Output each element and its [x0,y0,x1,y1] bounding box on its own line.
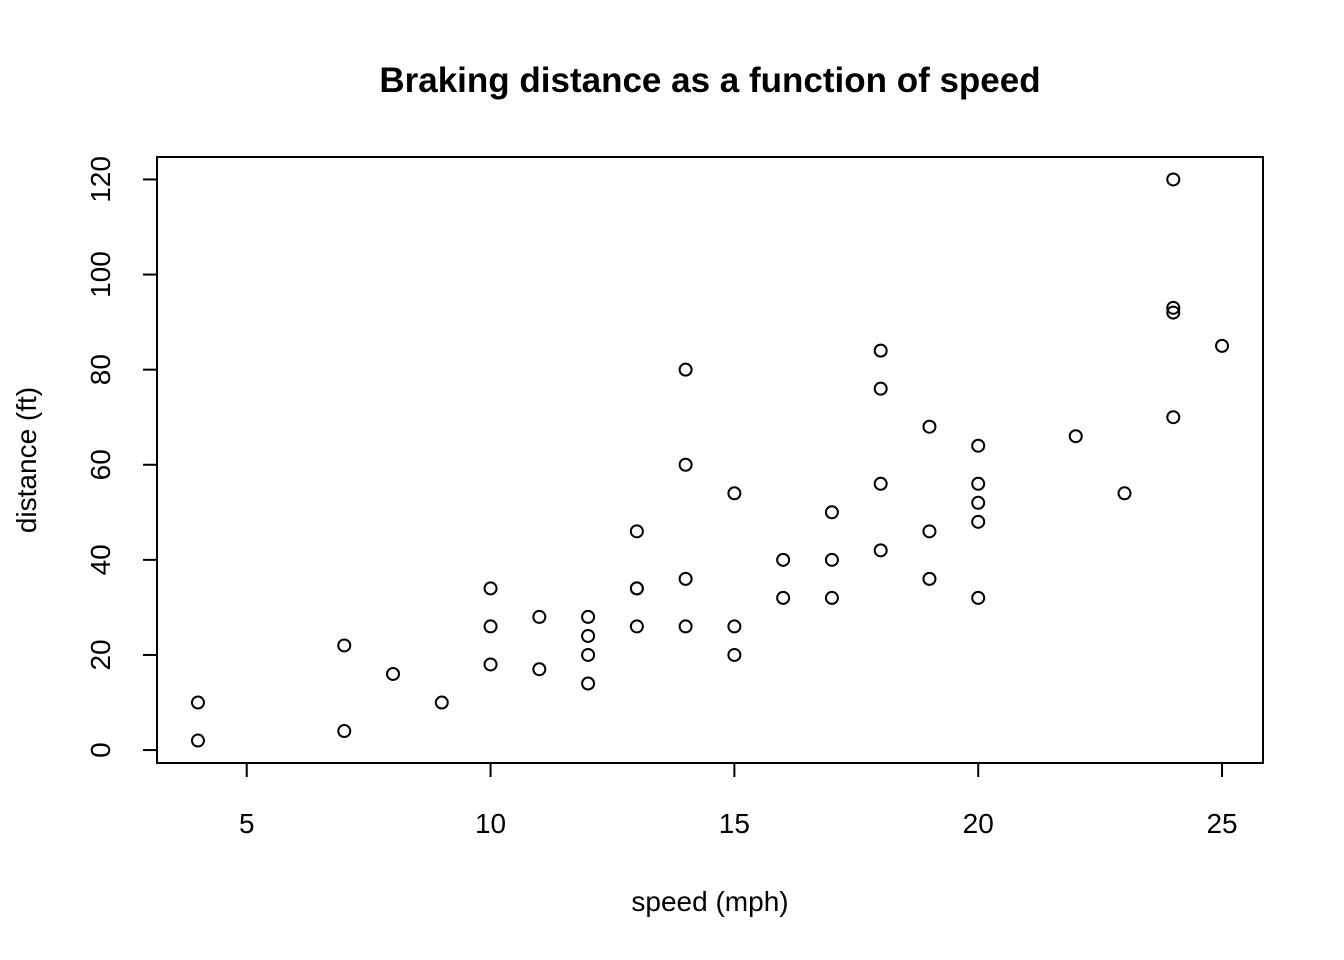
data-point [873,381,888,396]
data-point [678,571,693,586]
x-axis: 5 10 15 20 25 [239,762,1238,839]
data-point [873,343,888,358]
y-tick-label: 100 [85,251,116,298]
data-point [873,476,888,491]
data-point [1166,300,1181,315]
data-point [971,590,986,605]
data-point [873,543,888,558]
data-point [1166,172,1181,187]
data-point [337,638,352,653]
data-point [581,676,596,691]
y-tick-label: 80 [85,354,116,385]
x-tick-label: 5 [239,808,255,839]
data-point [678,457,693,472]
data-point [337,724,352,739]
data-point [824,590,839,605]
data-point [629,581,644,596]
data-point [581,609,596,624]
data-point [1117,486,1132,501]
data-point [678,619,693,634]
x-tick-label: 10 [475,808,506,839]
y-tick-label: 40 [85,544,116,575]
data-point [190,733,205,748]
data-point [434,695,449,710]
data-point [776,590,791,605]
data-point [532,662,547,677]
data-point [922,419,937,434]
data-point [824,505,839,520]
y-axis-label: distance (ft) [11,387,42,533]
data-points [190,172,1230,748]
data-point [483,581,498,596]
data-point [190,695,205,710]
y-tick-label: 60 [85,449,116,480]
data-point [1215,338,1230,353]
data-point [1166,410,1181,425]
y-tick-label: 20 [85,639,116,670]
data-point [581,647,596,662]
data-point [922,524,937,539]
data-point [971,476,986,491]
plot-frame [156,156,1264,764]
data-point [727,486,742,501]
chart-title: Braking distance as a function of speed [379,61,1040,100]
data-point [532,609,547,624]
y-tick-label: 120 [85,156,116,203]
y-tick-label: 0 [85,742,116,758]
data-point [971,438,986,453]
data-point [922,571,937,586]
x-tick-label: 25 [1206,808,1237,839]
data-point [776,552,791,567]
data-point [581,628,596,643]
data-point [678,362,693,377]
data-point [971,495,986,510]
data-point [1068,429,1083,444]
data-point [1166,305,1181,320]
data-point [727,647,742,662]
data-point [386,666,401,681]
data-point [483,657,498,672]
data-point [629,524,644,539]
data-point [971,514,986,529]
data-point [824,552,839,567]
x-tick-label: 15 [719,808,750,839]
data-point [629,619,644,634]
data-point [727,619,742,634]
data-point [483,619,498,634]
x-tick-label: 20 [963,808,994,839]
x-axis-label: speed (mph) [631,886,788,917]
y-axis: 0 20 40 60 80 100 120 [85,156,158,758]
